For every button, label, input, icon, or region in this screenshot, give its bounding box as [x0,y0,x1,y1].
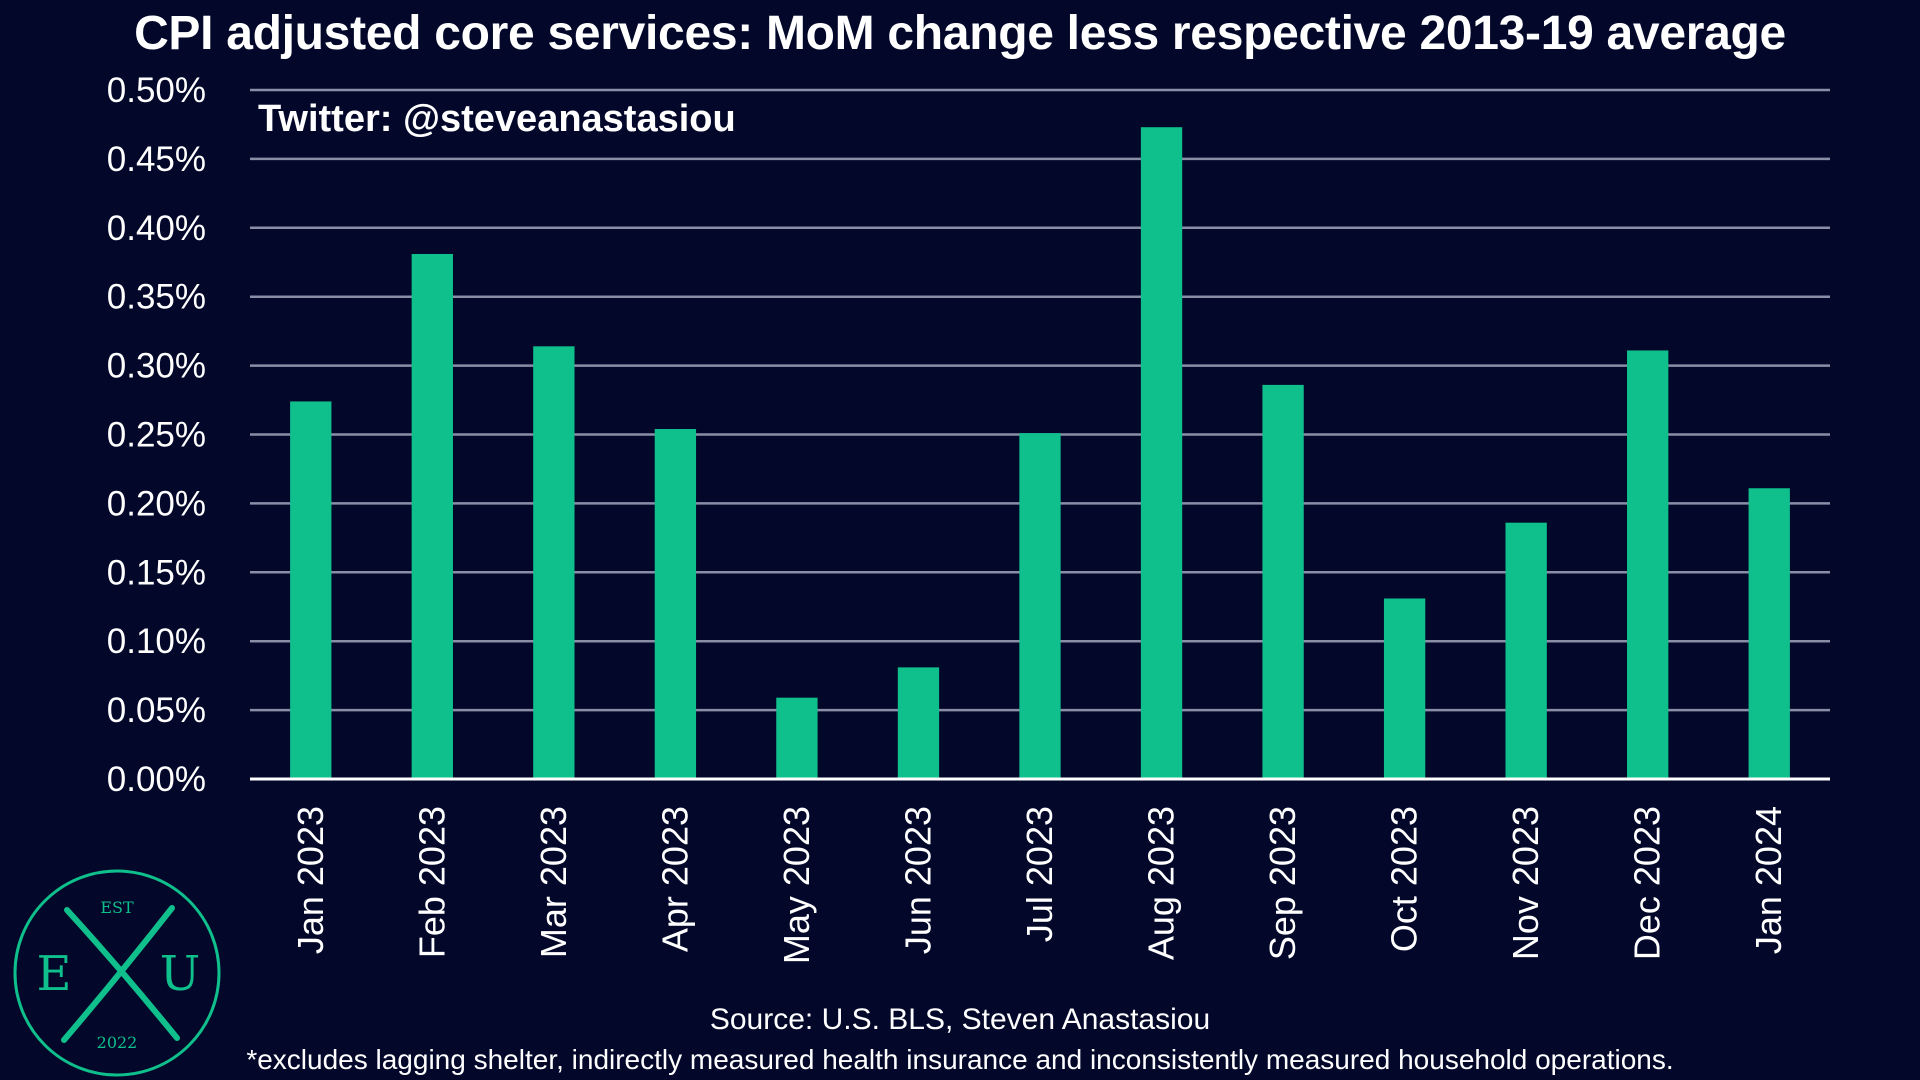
x-tick-label: Jan 2023 [290,806,331,954]
logo-cross-stroke-b [64,907,180,1041]
logo-year-text: 2022 [97,1033,138,1052]
bar [1748,488,1790,779]
y-tick-label: 0.35% [107,278,206,317]
x-tick-label: Jul 2023 [1019,806,1060,942]
twitter-watermark: Twitter: @steveanastasiou [258,98,736,140]
x-tick-label: Mar 2023 [533,806,574,958]
source-note: Source: U.S. BLS, Steven Anastasiou [709,1003,1211,1036]
bar [1019,433,1061,779]
x-tick-label: Nov 2023 [1505,806,1546,960]
logo-letter-u: U [160,946,200,1002]
footnote: *excludes lagging shelter, indirectly me… [246,1044,1674,1075]
logo-cross-stroke-a [61,905,175,1043]
bar [897,667,940,779]
bar [776,697,818,779]
logo-letter-e: E [36,946,71,1002]
y-tick-label: 0.10% [107,622,206,661]
x-tick-label: Oct 2023 [1384,806,1425,952]
bar [1627,350,1669,779]
x-tick-label: Feb 2023 [411,806,452,958]
bar [533,346,575,779]
logo-est-text: EST [100,898,134,917]
y-tick-label: 0.20% [107,484,206,523]
x-tick-label: Jun 2023 [897,806,938,954]
exu-logo: EST E X U 2022 [13,869,221,1077]
x-tick-label: Aug 2023 [1141,806,1182,960]
x-tick-label: Sep 2023 [1262,806,1303,960]
y-tick-label: 0.05% [107,691,206,730]
y-tick-label: 0.50% [107,71,206,110]
bar [1505,522,1547,779]
bar [654,428,697,779]
y-tick-label: 0.45% [107,140,206,179]
y-tick-label: 0.30% [107,347,206,386]
x-tick-label: Dec 2023 [1627,806,1668,960]
bar [411,253,453,779]
y-tick-label: 0.15% [107,553,206,592]
y-tick-label: 0.25% [107,416,206,455]
bar [1262,384,1304,779]
x-tick-label: Jan 2024 [1748,806,1789,954]
x-tick-label: May 2023 [776,806,817,964]
bar [1140,127,1183,780]
bar [1383,598,1426,779]
y-tick-label: 0.00% [107,760,206,799]
logo-ring [13,869,221,1077]
chart-title: CPI adjusted core services: MoM change l… [134,7,1786,60]
bar [290,401,332,779]
y-tick-label: 0.40% [107,209,206,248]
x-tick-label: Apr 2023 [654,806,695,952]
